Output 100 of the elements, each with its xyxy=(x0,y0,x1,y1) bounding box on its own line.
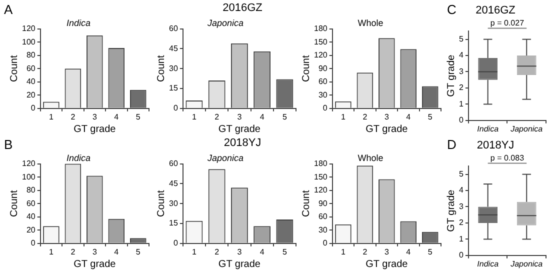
y-axis-title: Count xyxy=(300,190,312,217)
y-tick-label: 30 xyxy=(168,198,178,208)
y-tick-label: 60 xyxy=(168,24,178,34)
y-tick-label: 0 xyxy=(322,238,328,248)
y-tick-label: 45 xyxy=(168,178,178,188)
y-axis-title: GT grade xyxy=(446,54,457,97)
y-axis-title: Count xyxy=(8,55,20,82)
text: p = 0.083 xyxy=(490,153,525,162)
y-tick-label: 3 xyxy=(458,66,464,76)
y-axis-title: Count xyxy=(156,190,167,217)
x-tick-label: 5 xyxy=(282,112,288,122)
x-tick-label: 5 xyxy=(136,247,141,256)
x-tick-label: 4 xyxy=(114,112,120,122)
x-tick-label: 3 xyxy=(92,112,98,122)
y-tick-label: 5 xyxy=(458,170,464,179)
y-tick-label: 40 xyxy=(26,77,36,86)
y-tick-label: 120 xyxy=(22,159,36,168)
y-tick-label: 60 xyxy=(26,64,36,73)
x-tick-label: 1 xyxy=(340,112,346,122)
y-tick-label: 2 xyxy=(458,83,464,92)
y-tick-label: 30 xyxy=(168,64,178,73)
x-tick-label: 1 xyxy=(340,247,346,256)
y-axis-title: Count xyxy=(300,55,312,82)
y-tick-label: 0 xyxy=(30,238,36,248)
y-tick-label: 15 xyxy=(168,84,178,93)
y-tick-label: 0 xyxy=(30,104,36,113)
y-tick-label: 60 xyxy=(318,77,328,86)
text: C xyxy=(447,2,456,17)
text: 2016GZ xyxy=(222,2,264,14)
y-tick-label: 4 xyxy=(458,50,464,60)
y-axis-title: Count xyxy=(156,55,167,82)
x-tick-label: 2 xyxy=(70,112,76,122)
x-tick-label: 2 xyxy=(214,247,220,256)
y-tick-label: 1 xyxy=(458,234,464,244)
x-tick-label: 3 xyxy=(92,247,98,256)
y-tick-label: 4 xyxy=(458,186,464,195)
x-axis-title: GT grade xyxy=(218,258,261,270)
y-axis-title: Count xyxy=(8,190,20,217)
chart-title: Japonica xyxy=(206,18,244,28)
y-tick-label: 80 xyxy=(26,50,36,60)
x-tick-label: 3 xyxy=(237,112,242,122)
y-tick-label: 90 xyxy=(318,198,328,208)
text: A xyxy=(4,2,14,17)
text: 2018YJ xyxy=(222,137,262,149)
y-tick-label: 0 xyxy=(173,238,178,248)
y-tick-label: 15 xyxy=(168,218,178,228)
y-tick-label: 45 xyxy=(168,44,178,53)
y-tick-label: 60 xyxy=(26,198,36,208)
y-tick-label: 5 xyxy=(458,34,464,44)
y-tick-label: 90 xyxy=(318,64,328,73)
y-tick-label: 0 xyxy=(173,104,178,113)
y-tick-label: 120 xyxy=(22,24,36,34)
x-tick-label: 1 xyxy=(48,112,54,122)
x-tick-label: 3 xyxy=(384,112,390,122)
x-tick-label: 5 xyxy=(428,112,433,122)
y-tick-label: 60 xyxy=(168,159,178,168)
x-tick-label: 4 xyxy=(260,112,265,122)
chart-title: Whole xyxy=(358,152,384,163)
x-tick-label: 2 xyxy=(362,247,368,256)
x-axis-title: GT grade xyxy=(366,124,408,135)
x-axis-title: GT grade xyxy=(218,124,261,135)
y-tick-label: 1 xyxy=(458,99,464,108)
x-tick-label: 4 xyxy=(114,247,120,256)
y-tick-label: 20 xyxy=(26,90,36,100)
y-tick-label: 80 xyxy=(26,186,36,195)
x-tick-label: 3 xyxy=(237,247,242,256)
x-tick-label: 4 xyxy=(260,247,265,256)
x-axis-title: GT grade xyxy=(366,258,408,270)
y-tick-label: 20 xyxy=(26,225,36,234)
y-tick-label: 150 xyxy=(314,37,328,46)
y-tick-label: 0 xyxy=(458,116,464,125)
y-tick-label: 40 xyxy=(26,212,36,222)
chart-title: Whole xyxy=(358,18,384,28)
chart-title: 2016GZ xyxy=(476,4,516,17)
y-tick-label: 0 xyxy=(322,104,328,113)
x-tick-label: 5 xyxy=(136,112,141,122)
y-tick-label: 180 xyxy=(314,159,328,168)
y-tick-label: 150 xyxy=(314,172,328,182)
y-tick-label: 100 xyxy=(22,172,36,182)
x-tick-label: 4 xyxy=(406,112,412,122)
text: p = 0.027 xyxy=(490,18,525,28)
chart-title: Indica xyxy=(66,18,91,28)
y-tick-label: 30 xyxy=(318,225,328,234)
x-tick-label: 3 xyxy=(384,247,390,256)
x-tick-label: 4 xyxy=(406,247,412,256)
y-axis-title: GT grade xyxy=(446,189,457,232)
chart-title: Japonica xyxy=(206,152,244,163)
y-tick-label: 120 xyxy=(314,50,328,60)
y-tick-label: 180 xyxy=(314,24,328,34)
x-tick-label: 2 xyxy=(362,112,368,122)
x-tick-label: 1 xyxy=(192,112,197,122)
y-tick-label: 100 xyxy=(22,37,36,46)
y-tick-label: 120 xyxy=(314,186,328,195)
x-axis-title: GT grade xyxy=(74,258,116,270)
x-tick-label: 5 xyxy=(282,247,288,256)
text: B xyxy=(4,137,14,152)
y-tick-label: 3 xyxy=(458,202,464,211)
x-tick-label: 2 xyxy=(70,247,76,256)
x-tick-label: 1 xyxy=(192,247,197,256)
chart-title: Indica xyxy=(66,152,91,163)
